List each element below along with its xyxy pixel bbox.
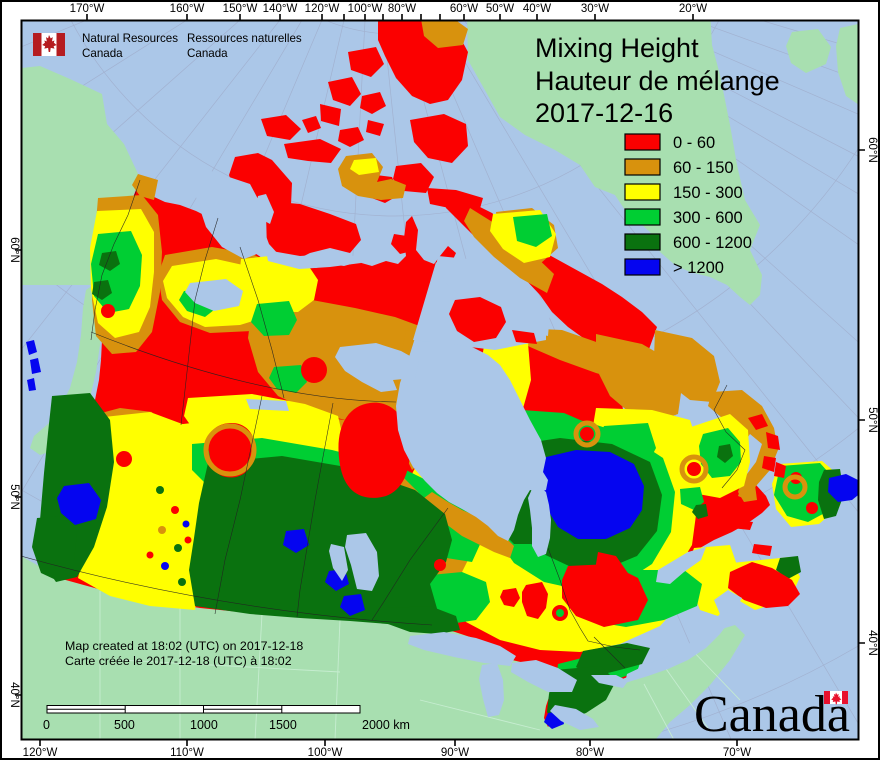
svg-text:0 - 60: 0 - 60 bbox=[673, 134, 715, 152]
svg-text:500: 500 bbox=[114, 718, 135, 732]
svg-text:Mixing Height: Mixing Height bbox=[535, 33, 699, 63]
svg-text:20°W: 20°W bbox=[679, 3, 707, 15]
svg-text:Natural Resources: Natural Resources bbox=[82, 32, 178, 45]
svg-text:160°W: 160°W bbox=[170, 3, 205, 15]
svg-text:300 - 600: 300 - 600 bbox=[673, 209, 743, 227]
svg-text:40°N: 40°N bbox=[866, 630, 878, 656]
svg-text:50°N: 50°N bbox=[866, 407, 878, 433]
svg-text:80°W: 80°W bbox=[388, 3, 416, 15]
svg-text:100°W: 100°W bbox=[348, 3, 383, 15]
svg-text:50°N: 50°N bbox=[8, 484, 20, 510]
svg-text:1000: 1000 bbox=[190, 718, 218, 732]
svg-text:60°W: 60°W bbox=[450, 3, 478, 15]
svg-text:600 - 1200: 600 - 1200 bbox=[673, 234, 752, 252]
svg-text:2000 km: 2000 km bbox=[362, 718, 410, 732]
svg-text:Canada: Canada bbox=[187, 47, 228, 60]
svg-text:170°W: 170°W bbox=[70, 3, 105, 15]
svg-text:Ressources naturelles: Ressources naturelles bbox=[187, 32, 302, 45]
svg-text:Map created at 18:02 (UTC) on: Map created at 18:02 (UTC) on 2017-12-18 bbox=[65, 639, 303, 653]
svg-text:50°W: 50°W bbox=[486, 3, 514, 15]
svg-text:60°N: 60°N bbox=[866, 137, 878, 163]
svg-text:2017-12-16: 2017-12-16 bbox=[535, 98, 673, 128]
svg-text:90°W: 90°W bbox=[441, 747, 469, 759]
svg-text:110°W: 110°W bbox=[170, 747, 204, 759]
svg-text:40°N: 40°N bbox=[8, 682, 20, 708]
svg-text:60 - 150: 60 - 150 bbox=[673, 159, 734, 177]
svg-text:70°W: 70°W bbox=[723, 747, 751, 759]
svg-text:100°W: 100°W bbox=[308, 747, 343, 759]
svg-text:40°W: 40°W bbox=[523, 3, 551, 15]
svg-text:Carte créée le 2017-12-18 (UTC: Carte créée le 2017-12-18 (UTC) à 18:02 bbox=[65, 654, 292, 668]
svg-text:> 1200: > 1200 bbox=[673, 259, 724, 277]
svg-text:1500: 1500 bbox=[269, 718, 297, 732]
svg-text:Hauteur de mélange: Hauteur de mélange bbox=[535, 66, 780, 96]
svg-text:80°W: 80°W bbox=[576, 747, 604, 759]
svg-text:150 - 300: 150 - 300 bbox=[673, 184, 743, 202]
svg-text:30°W: 30°W bbox=[581, 3, 609, 15]
svg-text:150°W: 150°W bbox=[223, 3, 258, 15]
svg-text:140°W: 140°W bbox=[263, 3, 298, 15]
svg-text:0: 0 bbox=[43, 718, 50, 732]
svg-text:Canada: Canada bbox=[694, 686, 850, 743]
svg-text:60°N: 60°N bbox=[8, 237, 20, 263]
svg-text:Canada: Canada bbox=[82, 47, 123, 60]
svg-text:120°W: 120°W bbox=[23, 747, 58, 759]
svg-text:120°W: 120°W bbox=[305, 3, 340, 15]
